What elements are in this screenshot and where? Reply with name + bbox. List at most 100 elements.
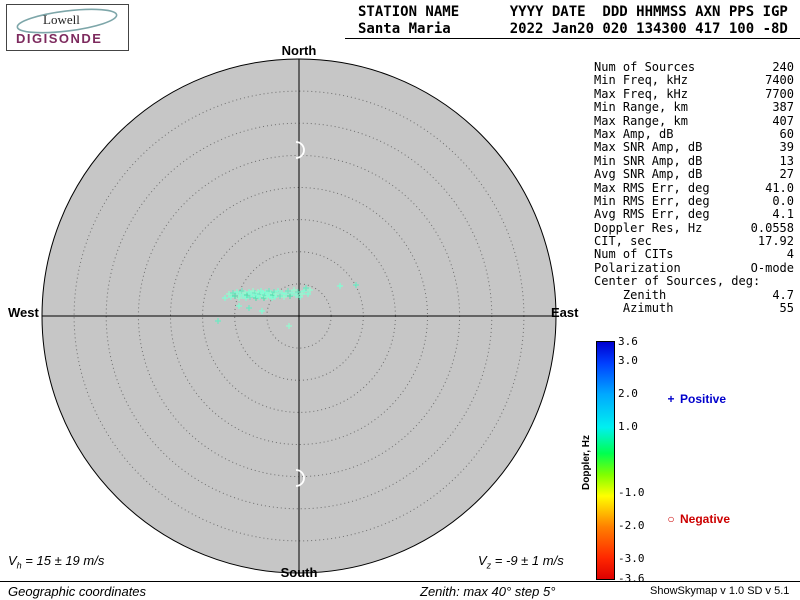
stat-row: Avg RMS Err, deg 4.1 bbox=[594, 207, 794, 222]
source-point-marker bbox=[286, 323, 292, 329]
stat-row: Polarization O-mode bbox=[594, 260, 794, 275]
stat-value: 13 bbox=[779, 153, 794, 168]
software-version: ShowSkymap v 1.0 SD v 5.1 bbox=[650, 585, 790, 597]
stat-value: 17.92 bbox=[757, 234, 794, 249]
source-point-marker bbox=[236, 303, 242, 309]
legend-positive-label: Positive bbox=[680, 392, 727, 406]
stat-row: Num of Sources 240 bbox=[594, 60, 794, 74]
lowell-digisonde-logo: Lowell DIGISONDE bbox=[6, 4, 129, 51]
stat-value: O-mode bbox=[750, 260, 794, 275]
source-point-marker bbox=[243, 295, 249, 301]
stat-value: 0.0 bbox=[772, 193, 794, 208]
stat-row: Zenith 4.7 bbox=[594, 287, 794, 302]
stat-value: 55 bbox=[779, 301, 794, 316]
source-point-marker bbox=[215, 318, 221, 324]
source-point-marker bbox=[261, 295, 267, 301]
doppler-colorbar bbox=[596, 341, 615, 580]
source-point-marker bbox=[256, 294, 262, 300]
horizontal-velocity-label: Vh = 15 ± 19 m/s bbox=[8, 553, 105, 571]
stat-value: 0.0558 bbox=[750, 220, 794, 235]
stat-label: Max SNR Amp, dB bbox=[594, 140, 703, 155]
source-point-marker bbox=[253, 295, 259, 301]
source-point-marker bbox=[272, 294, 278, 300]
stat-label: Avg RMS Err, deg bbox=[594, 207, 710, 222]
stat-label: Polarization bbox=[594, 260, 681, 275]
compass-south-label: South bbox=[280, 565, 318, 580]
stat-label: Max Freq, kHz bbox=[594, 86, 688, 101]
stat-value: 240 bbox=[772, 60, 794, 74]
stat-row: Min RMS Err, deg 0.0 bbox=[594, 193, 794, 208]
colorbar-title: Doppler, Hz bbox=[581, 434, 592, 490]
source-point-marker bbox=[307, 287, 313, 293]
source-point-marker bbox=[303, 285, 309, 291]
source-point-marker bbox=[295, 289, 301, 295]
stat-row: Max RMS Err, deg 41.0 bbox=[594, 180, 794, 195]
source-point-marker bbox=[246, 305, 252, 311]
stat-row: Avg SNR Amp, dB 27 bbox=[594, 167, 794, 182]
legend-negative-label: Negative bbox=[680, 512, 731, 526]
stat-label: Num of CITs bbox=[594, 247, 674, 262]
stat-row: Max SNR Amp, dB 39 bbox=[594, 140, 794, 155]
stat-label: Doppler Res, Hz bbox=[594, 220, 703, 235]
stat-value: 7400 bbox=[765, 73, 794, 88]
stat-row: Doppler Res, Hz 0.0558 bbox=[594, 220, 794, 235]
header-column-titles: STATION NAME YYYY DATE DDD HHMMSS AXN PP… bbox=[358, 4, 788, 20]
stat-label: Max Range, km bbox=[594, 113, 688, 128]
colorbar-tick-label: 2.0 bbox=[618, 387, 638, 401]
source-point-marker bbox=[353, 282, 359, 288]
compass-north-label: North bbox=[281, 43, 317, 58]
colorbar-tick-label: 3.6 bbox=[618, 334, 638, 348]
negative-marker-icon: ○ bbox=[667, 512, 675, 526]
source-point-marker bbox=[337, 283, 343, 289]
vertical-velocity-label: Vz = -9 ± 1 m/s bbox=[478, 553, 564, 571]
header-station-values: Santa Maria 2022 Jan20 020 134300 417 10… bbox=[358, 21, 788, 37]
stat-label: Min SNR Amp, dB bbox=[594, 153, 703, 168]
stat-row: Min SNR Amp, dB 13 bbox=[594, 153, 794, 168]
header-divider bbox=[345, 38, 800, 39]
stat-row: Azimuth 55 bbox=[594, 301, 794, 316]
source-points bbox=[215, 282, 359, 329]
footer-divider bbox=[0, 581, 800, 582]
stat-label: Avg SNR Amp, dB bbox=[594, 167, 703, 182]
stat-row: Num of CITs 4 bbox=[594, 247, 794, 262]
legend-positive: + Positive bbox=[665, 392, 726, 406]
stat-label: Center of Sources, deg: bbox=[594, 274, 761, 289]
stat-row: CIT, sec 17.92 bbox=[594, 234, 794, 249]
positive-marker-icon: + bbox=[667, 392, 675, 406]
zenith-scale-note: Zenith: max 40° step 5° bbox=[420, 584, 556, 599]
source-point-marker bbox=[264, 294, 270, 300]
stat-row: Max Amp, dB 60 bbox=[594, 126, 794, 141]
stat-value: 407 bbox=[772, 113, 794, 128]
colorbar-tick-label: 3.0 bbox=[618, 354, 638, 368]
stat-label: Max Amp, dB bbox=[594, 126, 674, 141]
stat-row: Min Range, km 387 bbox=[594, 100, 794, 115]
source-point-marker bbox=[285, 288, 291, 294]
logo-digisonde-text: DIGISONDE bbox=[16, 31, 103, 46]
colorbar-tick-label: -1.0 bbox=[618, 485, 645, 499]
stat-value: 4.7 bbox=[772, 287, 794, 302]
colorbar-tick-label: -3.0 bbox=[618, 551, 645, 565]
stat-label: Min Range, km bbox=[594, 100, 688, 115]
stat-row: Max Range, km 407 bbox=[594, 113, 794, 128]
colorbar-tick-label: -2.0 bbox=[618, 518, 645, 532]
stat-label: Min RMS Err, deg bbox=[594, 193, 710, 208]
compass-east-label: East bbox=[551, 305, 579, 320]
source-point-marker bbox=[275, 288, 281, 294]
axis-arc-mark-top bbox=[295, 141, 305, 159]
stat-label: Max RMS Err, deg bbox=[594, 180, 710, 195]
source-point-marker bbox=[269, 295, 275, 301]
source-point-marker bbox=[305, 291, 311, 297]
logo-lowell-text: Lowell bbox=[43, 12, 80, 27]
colorbar-tick-label: 1.0 bbox=[618, 420, 638, 434]
colorbar-tick-label: -3.6 bbox=[618, 571, 645, 585]
stat-value: 387 bbox=[772, 100, 794, 115]
source-point-marker bbox=[279, 290, 285, 296]
source-point-marker bbox=[291, 287, 297, 293]
source-point-marker bbox=[259, 308, 265, 314]
stat-value: 41.0 bbox=[765, 180, 794, 195]
stat-value: 60 bbox=[779, 126, 794, 141]
logo-orbit-icon bbox=[16, 8, 118, 34]
stat-label: CIT, sec bbox=[594, 234, 652, 249]
source-point-marker bbox=[222, 295, 228, 301]
